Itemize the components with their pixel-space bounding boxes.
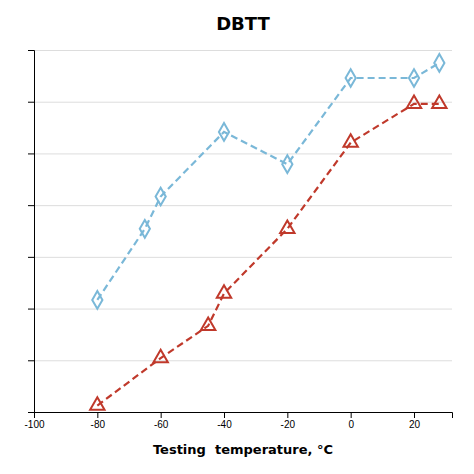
point [219, 123, 229, 141]
point [140, 220, 150, 238]
x-tick-label: -20 [281, 419, 296, 430]
grid-tick [34, 257, 452, 258]
point [201, 317, 215, 329]
x-tick-mark [287, 412, 288, 418]
y-tick-mark [28, 360, 34, 361]
y-tick-mark [28, 257, 34, 258]
y-tick [28, 153, 34, 154]
x-tick-label: -60 [154, 419, 169, 430]
x-tick-label: -40 [217, 419, 232, 430]
y-tick [28, 50, 34, 51]
y-tick [28, 205, 34, 206]
x-tick-mark [414, 412, 415, 418]
x-tick-label: -100 [24, 419, 44, 430]
point [409, 69, 419, 87]
y-tick [28, 360, 34, 361]
point [434, 54, 444, 72]
x-tick-mark [161, 412, 162, 418]
grid-line [34, 257, 452, 258]
y-tick-mark [28, 50, 34, 51]
point [153, 350, 167, 362]
grid [34, 51, 452, 413]
x-tick-mark [224, 412, 225, 418]
y-tick [28, 102, 34, 103]
title: DBTT [216, 13, 270, 34]
point [217, 285, 231, 297]
x-tick: 20 [409, 412, 421, 430]
grid-line [34, 360, 452, 361]
y-tick [28, 412, 34, 413]
x-tick: -60 [154, 412, 169, 430]
grid-tick [34, 205, 452, 206]
point [156, 188, 166, 206]
x-tick-mark [351, 412, 352, 418]
point [280, 221, 294, 233]
grid-tick [34, 360, 452, 361]
x-axis: -100 -80 -60 -40 -20 0 20 [24, 412, 452, 430]
y-tick-mark [28, 309, 34, 310]
marks [90, 54, 446, 410]
y-tick [28, 257, 34, 258]
grid-line [34, 102, 452, 103]
series-line [97, 63, 439, 300]
y-tick-mark [28, 205, 34, 206]
y-tick-mark [28, 153, 34, 154]
point [432, 96, 446, 108]
y-axis [28, 51, 35, 413]
x-tick: -80 [91, 412, 106, 430]
point [92, 291, 102, 309]
plot: -100 -80 -60 -40 -20 0 20 [24, 51, 452, 431]
x-tick: -40 [217, 412, 232, 430]
y-axis-line [28, 51, 35, 413]
grid-line [34, 50, 452, 51]
x-tick-mark [97, 412, 98, 418]
grid-tick [34, 153, 452, 154]
x-axis-title: Testing temperature, °C [153, 442, 333, 457]
series-line [97, 104, 439, 406]
chart: -100 -80 -60 -40 -20 0 20 DBTT Testing temperatu… [0, 0, 474, 474]
y-tick-mark [28, 412, 34, 413]
x-tick: -20 [281, 412, 296, 430]
point [343, 134, 357, 146]
x-tick-label: -80 [91, 419, 106, 430]
grid-line [34, 153, 452, 154]
grid-line [34, 205, 452, 206]
point [90, 397, 104, 409]
x-tick: 0 [348, 412, 354, 430]
point [282, 155, 292, 173]
grid-tick [34, 102, 452, 103]
x-tick-label: 20 [409, 419, 421, 430]
x-tick-label: 0 [348, 419, 354, 430]
point [346, 69, 356, 87]
x-tick: -100 [24, 412, 44, 430]
x-axis-line [35, 413, 453, 419]
y-tick [28, 309, 34, 310]
grid-tick [34, 50, 452, 51]
y-tick-mark [28, 102, 34, 103]
point [407, 96, 421, 108]
